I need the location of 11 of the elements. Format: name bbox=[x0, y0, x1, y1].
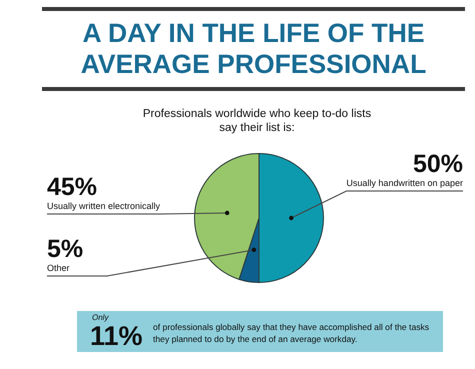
text: of professionals globally say that they have accomplished all of the tasks they planned to do by the end of an average workday. bbox=[153, 321, 430, 345]
data-label: 45% bbox=[47, 173, 98, 201]
chart-title: A DAY IN THE LIFE OF THE AVERAGE PROFESSIONAL bbox=[80, 18, 428, 80]
data-label: 50% bbox=[412, 150, 463, 178]
slice-label: Usually handwritten on paper bbox=[346, 178, 463, 188]
slice-label: Other bbox=[47, 263, 70, 273]
text: 11% bbox=[90, 321, 143, 351]
text: Only bbox=[92, 313, 108, 322]
chart-subtitle: Professionals worldwide who keep to-do lists say their list is: bbox=[142, 107, 372, 135]
data-label: 5% bbox=[47, 235, 84, 263]
slice-label: Usually written electronically bbox=[47, 201, 161, 211]
